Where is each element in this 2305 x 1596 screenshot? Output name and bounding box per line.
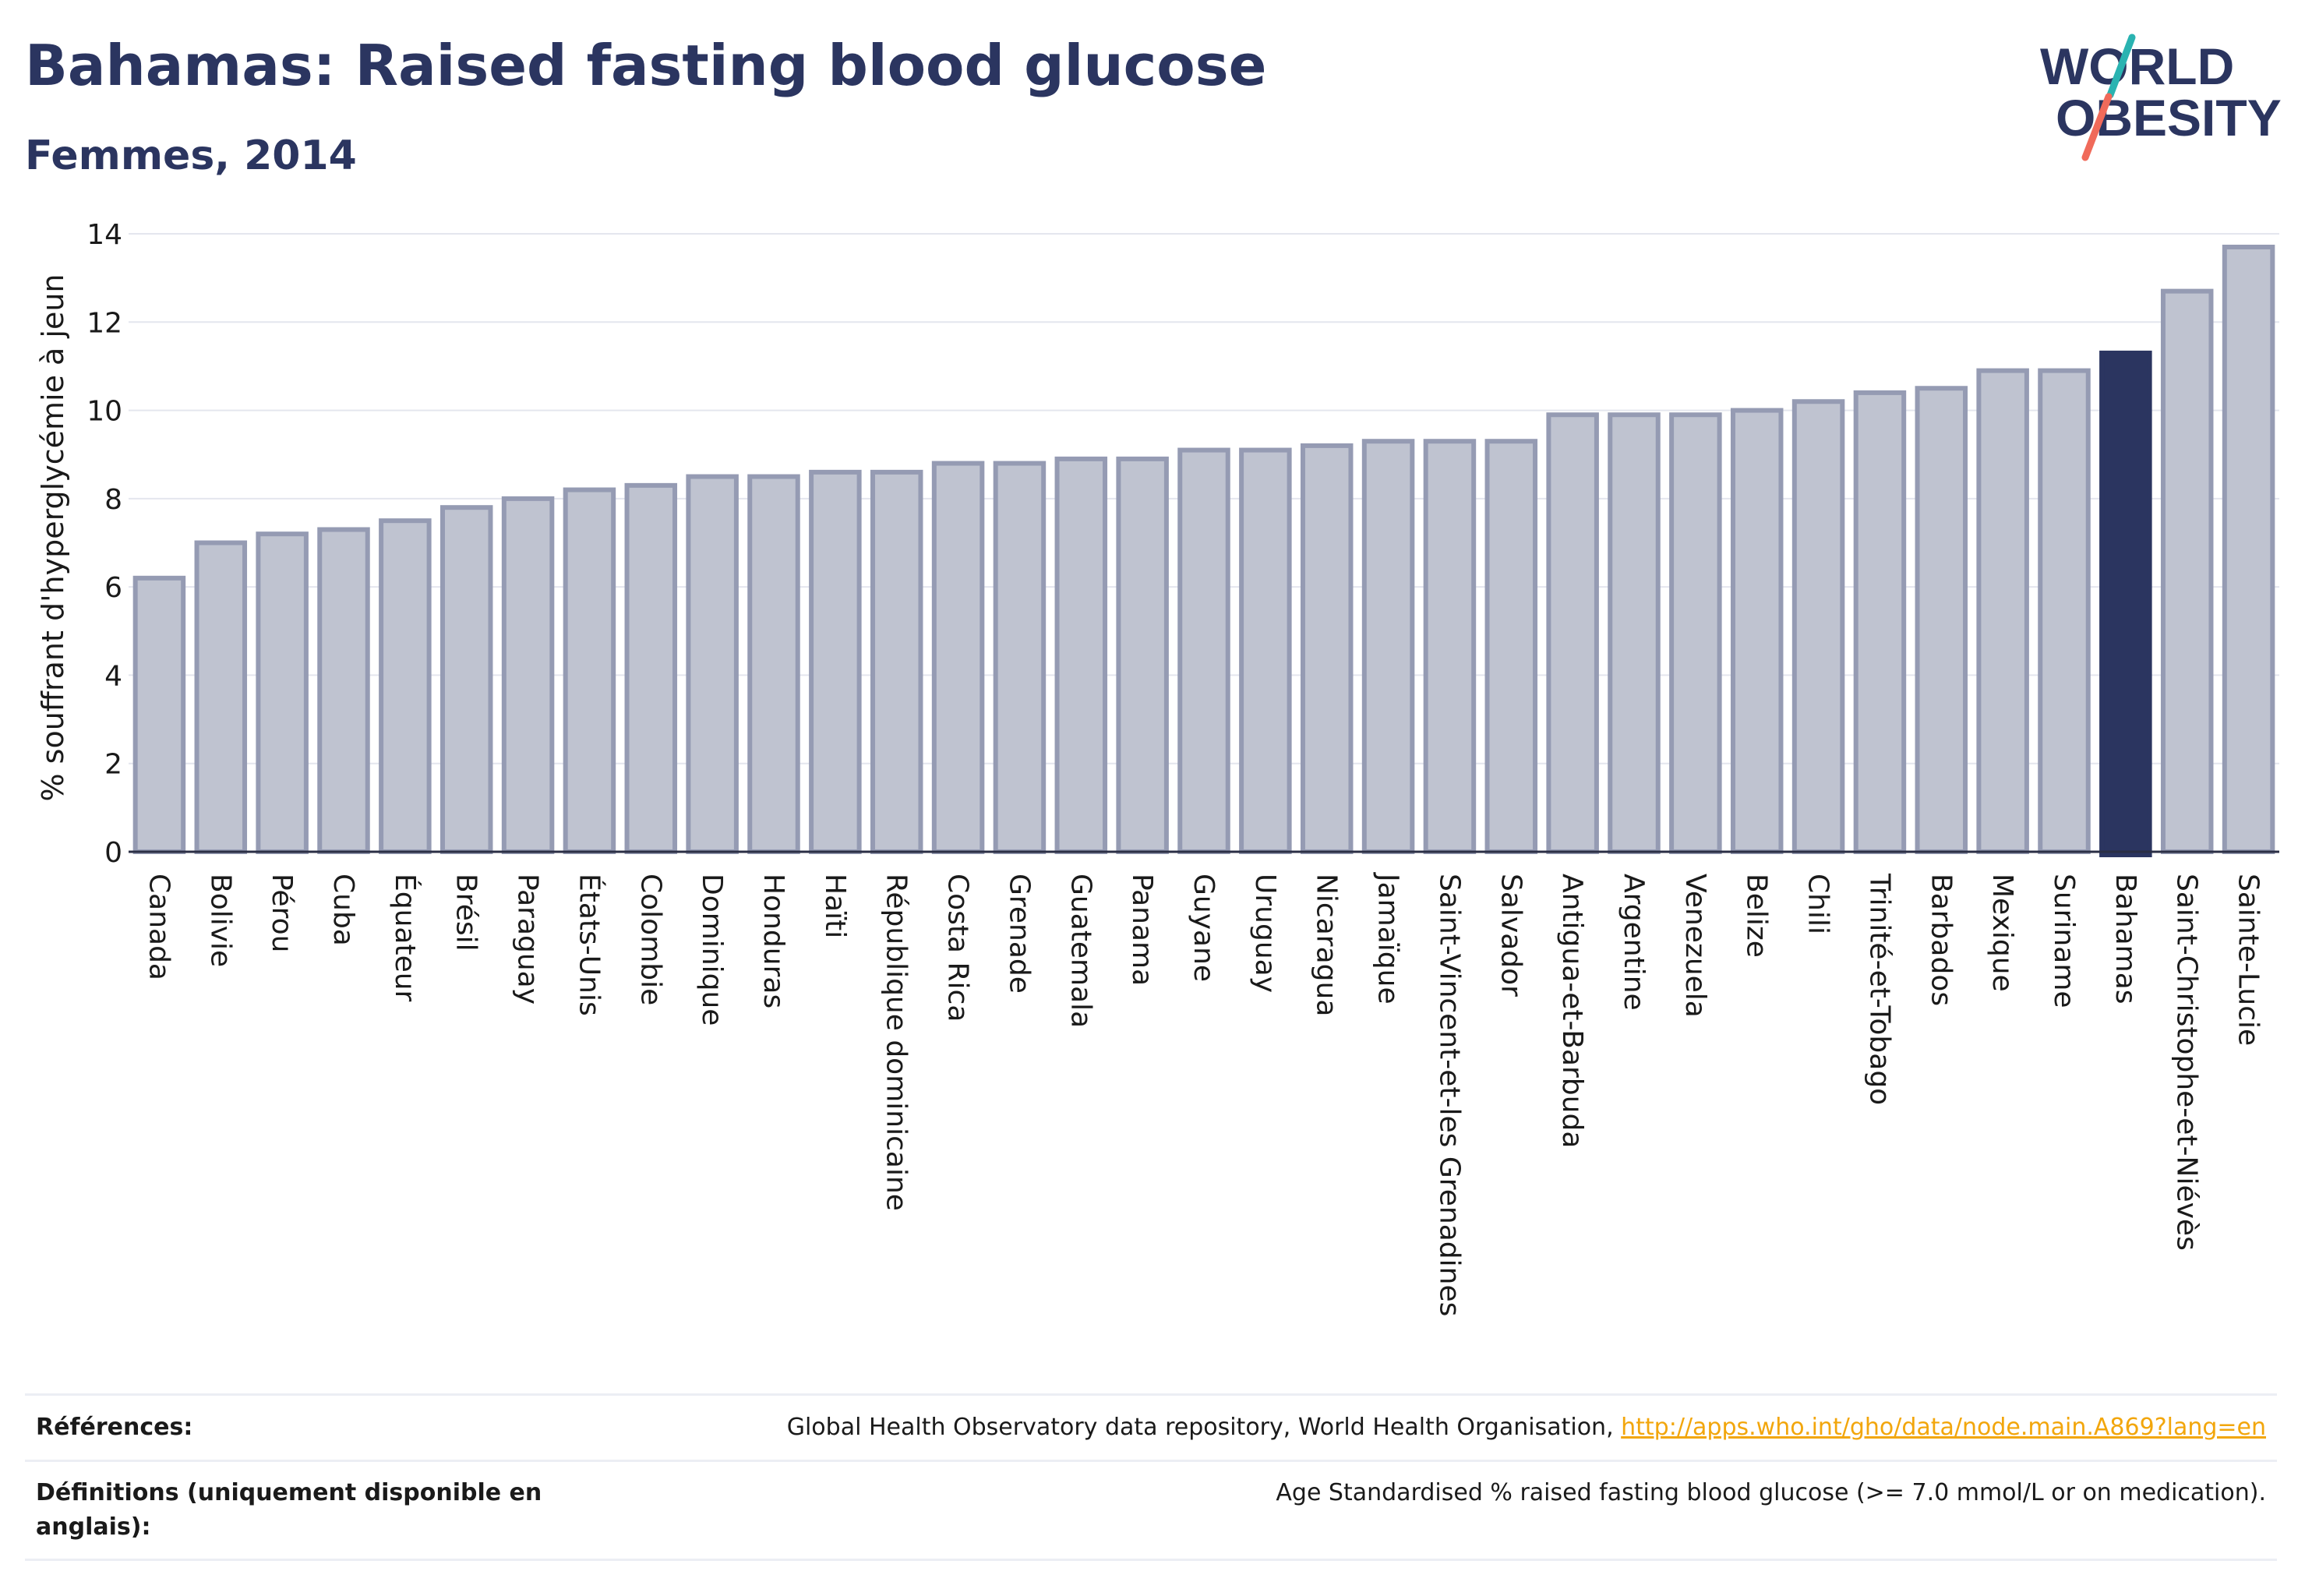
x-tick-label: Saint-Vincent-et-les Grenadines (1433, 874, 1465, 1316)
bar (194, 540, 248, 854)
definitions-label: Définitions (uniquement disponible en an… (36, 1479, 542, 1541)
bar (1669, 412, 1722, 854)
bar (1300, 443, 1354, 854)
bar (317, 527, 370, 854)
definitions-row: Définitions (uniquement disponible en an… (25, 1460, 2277, 1561)
bar (1976, 368, 2029, 855)
bar (1177, 447, 1230, 854)
x-tick-label: Dominique (696, 874, 728, 1026)
bar-chart: 0 2 4 6 8 10 12 14 Canada Bolivie Pérou Cuba Équateu… (86, 219, 2279, 1316)
bar (1791, 399, 1845, 854)
x-tick-label: Bolivie (204, 874, 236, 967)
bar (870, 469, 923, 854)
y-tick-label: 8 (104, 484, 122, 516)
x-tick-label: Barbados (1925, 874, 1957, 1006)
bar (1239, 447, 1292, 854)
logo-slash-teal (2106, 34, 2136, 99)
x-tick-label: Jamaïque (1372, 872, 1404, 1005)
bar (747, 474, 800, 854)
bar (1915, 386, 1968, 854)
bar (1054, 456, 1108, 855)
x-tick-label: Équateur (389, 874, 422, 1002)
bar (132, 575, 186, 854)
bar (931, 461, 985, 854)
x-tick-label: Paraguay (512, 874, 544, 1005)
x-tick-label: Panama (1126, 874, 1158, 986)
x-tick-label: Cuba (327, 874, 359, 946)
x-tick-label: Honduras (757, 874, 789, 1008)
x-tick-label: Haïti (819, 874, 851, 938)
x-tick-label: Nicaragua (1311, 874, 1343, 1016)
y-tick-label: 2 (104, 749, 122, 781)
x-tick-label: Sainte-Lucie (2233, 874, 2264, 1046)
x-tick-label: Guatemala (1064, 874, 1096, 1028)
x-tick-label: Antigua-et-Barbuda (1556, 874, 1588, 1148)
y-tick-label: 6 (104, 572, 122, 604)
x-tick-label: Canada (143, 874, 175, 980)
y-tick-label: 10 (86, 396, 122, 428)
x-tick-label: Guyane (1188, 874, 1220, 982)
x-tick-label: Salvador (1495, 874, 1527, 997)
x-tick-label: Chili (1802, 874, 1834, 934)
references-row: Références: Global Health Observatory da… (25, 1393, 2277, 1460)
x-tick-label: Colombie (634, 874, 666, 1005)
bar (993, 461, 1047, 854)
x-tick-label: Bahamas (2109, 874, 2141, 1005)
who-data-link[interactable]: http://apps.who.int/gho/data/node.main.A… (1621, 1414, 2266, 1441)
bar (1730, 408, 1784, 854)
bar (1484, 439, 1538, 854)
bar (2038, 368, 2091, 855)
bar (1423, 439, 1477, 854)
bar (1853, 390, 1907, 854)
y-tick-label: 4 (104, 660, 122, 692)
y-tick-label: 12 (86, 307, 122, 339)
logo-line1: WORLD (2040, 37, 2234, 95)
references-label: Références: (36, 1414, 193, 1441)
bar (379, 518, 432, 855)
bar (2160, 288, 2214, 854)
bar (1608, 412, 1661, 854)
world-obesity-logo: WORLD OBESITY (2040, 34, 2282, 161)
bar (2222, 244, 2275, 854)
chart-title: Bahamas: Raised fasting blood glucose (25, 33, 1267, 98)
bar (256, 531, 309, 855)
x-tick-label: Belize (1741, 874, 1773, 958)
x-tick-label: Trinité-et-Tobago (1863, 873, 1895, 1105)
y-tick-label: 0 (104, 837, 122, 869)
bar (1546, 412, 1599, 854)
x-tick-label: Saint-Christophe-et-Niévès (2171, 874, 2203, 1251)
x-tick-label: Pérou (266, 874, 298, 952)
bar (2099, 350, 2152, 857)
bar (1116, 456, 1169, 855)
x-tick-label: Mexique (1986, 874, 2018, 992)
bar (624, 482, 678, 854)
x-tick-label: Venezuela (1679, 874, 1711, 1018)
x-tick-label: Brésil (450, 874, 482, 952)
bar (501, 496, 555, 854)
bar (686, 474, 739, 854)
x-tick-label: Grenade (1003, 874, 1035, 994)
bar (439, 505, 493, 855)
bar (1361, 439, 1415, 854)
logo-slash-coral (2081, 93, 2113, 161)
references-table: Références: Global Health Observatory da… (25, 1393, 2277, 1561)
chart-subtitle: Femmes, 2014 (25, 132, 357, 179)
x-tick-label: États-Unis (573, 874, 605, 1016)
references-text: Global Health Observatory data repositor… (786, 1414, 1622, 1441)
y-tick-label: 14 (86, 219, 122, 251)
references-value: Global Health Observatory data repositor… (787, 1411, 2266, 1445)
bar (563, 487, 616, 854)
x-tick-label: Costa Rica (942, 874, 974, 1022)
definitions-value: Age Standardised % raised fasting blood … (1276, 1479, 2266, 1506)
x-tick-label: République dominicaine (881, 874, 912, 1211)
x-tick-label: Suriname (2048, 874, 2080, 1008)
x-tick-label: Uruguay (1249, 874, 1281, 993)
x-tick-label: Argentine (1618, 874, 1650, 1011)
bar (809, 469, 862, 854)
